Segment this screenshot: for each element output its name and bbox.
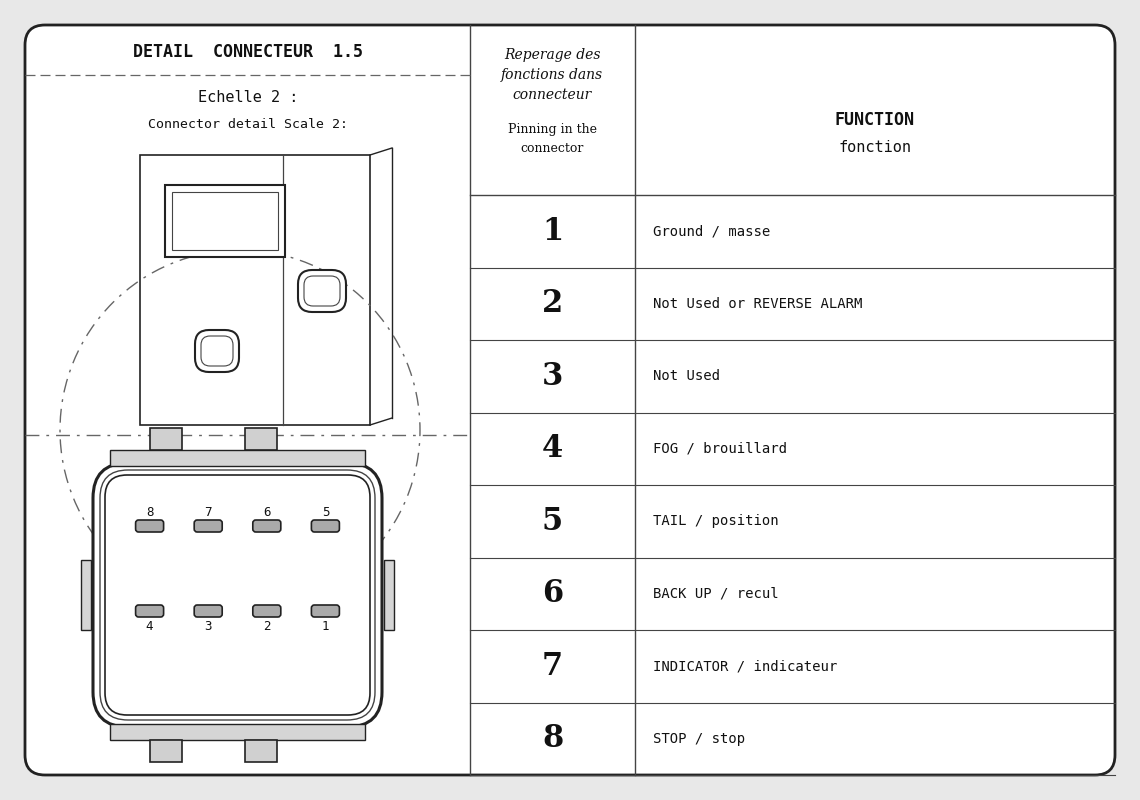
- FancyBboxPatch shape: [311, 520, 340, 532]
- Text: Not Used: Not Used: [653, 370, 720, 383]
- Text: Echelle 2 :: Echelle 2 :: [198, 90, 299, 106]
- Bar: [172, 192, 278, 250]
- FancyBboxPatch shape: [311, 605, 340, 617]
- FancyBboxPatch shape: [136, 520, 164, 532]
- Text: 7: 7: [542, 650, 563, 682]
- FancyBboxPatch shape: [25, 25, 1115, 775]
- FancyBboxPatch shape: [136, 605, 164, 617]
- FancyBboxPatch shape: [253, 605, 280, 617]
- Text: STOP / stop: STOP / stop: [653, 732, 746, 746]
- FancyBboxPatch shape: [298, 270, 347, 312]
- Bar: [245, 428, 277, 450]
- Text: Not Used or REVERSE ALARM: Not Used or REVERSE ALARM: [653, 297, 862, 310]
- Text: FOG / brouillard: FOG / brouillard: [653, 442, 787, 456]
- Text: connector: connector: [520, 142, 584, 154]
- Bar: [150, 428, 182, 450]
- Bar: [109, 724, 365, 740]
- Text: 3: 3: [204, 621, 212, 634]
- Text: 5: 5: [321, 506, 329, 518]
- Bar: [109, 450, 365, 466]
- FancyBboxPatch shape: [194, 605, 222, 617]
- FancyBboxPatch shape: [304, 276, 340, 306]
- Text: 3: 3: [542, 361, 563, 392]
- FancyBboxPatch shape: [194, 520, 222, 532]
- Bar: [245, 740, 277, 762]
- Text: BACK UP / recul: BACK UP / recul: [653, 586, 779, 601]
- Text: 2: 2: [263, 621, 270, 634]
- Text: 8: 8: [542, 723, 563, 754]
- Text: 7: 7: [204, 506, 212, 518]
- Text: 8: 8: [146, 506, 154, 518]
- Text: FUNCTION: FUNCTION: [834, 111, 915, 129]
- FancyBboxPatch shape: [93, 463, 382, 727]
- Text: 1: 1: [321, 621, 329, 634]
- Bar: [140, 155, 370, 425]
- Text: 4: 4: [146, 621, 154, 634]
- Text: INDICATOR / indicateur: INDICATOR / indicateur: [653, 659, 837, 674]
- FancyBboxPatch shape: [253, 520, 280, 532]
- FancyBboxPatch shape: [201, 336, 233, 366]
- Bar: [165, 185, 285, 257]
- Bar: [150, 740, 182, 762]
- Text: fonction: fonction: [839, 141, 912, 155]
- FancyBboxPatch shape: [105, 475, 370, 715]
- Text: Reperage des: Reperage des: [504, 48, 601, 62]
- Text: Connector detail Scale 2:: Connector detail Scale 2:: [148, 118, 348, 131]
- Text: DETAIL  CONNECTEUR  1.5: DETAIL CONNECTEUR 1.5: [133, 43, 363, 61]
- Text: 6: 6: [542, 578, 563, 610]
- Text: 5: 5: [542, 506, 563, 537]
- Text: connecteur: connecteur: [512, 88, 592, 102]
- Text: fonctions dans: fonctions dans: [500, 68, 603, 82]
- Text: Ground / masse: Ground / masse: [653, 224, 771, 238]
- Text: TAIL / position: TAIL / position: [653, 514, 779, 528]
- Text: 6: 6: [263, 506, 270, 518]
- Text: Pinning in the: Pinning in the: [507, 123, 596, 137]
- FancyBboxPatch shape: [100, 470, 375, 720]
- Bar: [81, 560, 91, 630]
- Text: 2: 2: [542, 288, 563, 319]
- Text: 1: 1: [542, 216, 563, 246]
- Text: 4: 4: [542, 434, 563, 464]
- FancyBboxPatch shape: [195, 330, 239, 372]
- Bar: [384, 560, 394, 630]
